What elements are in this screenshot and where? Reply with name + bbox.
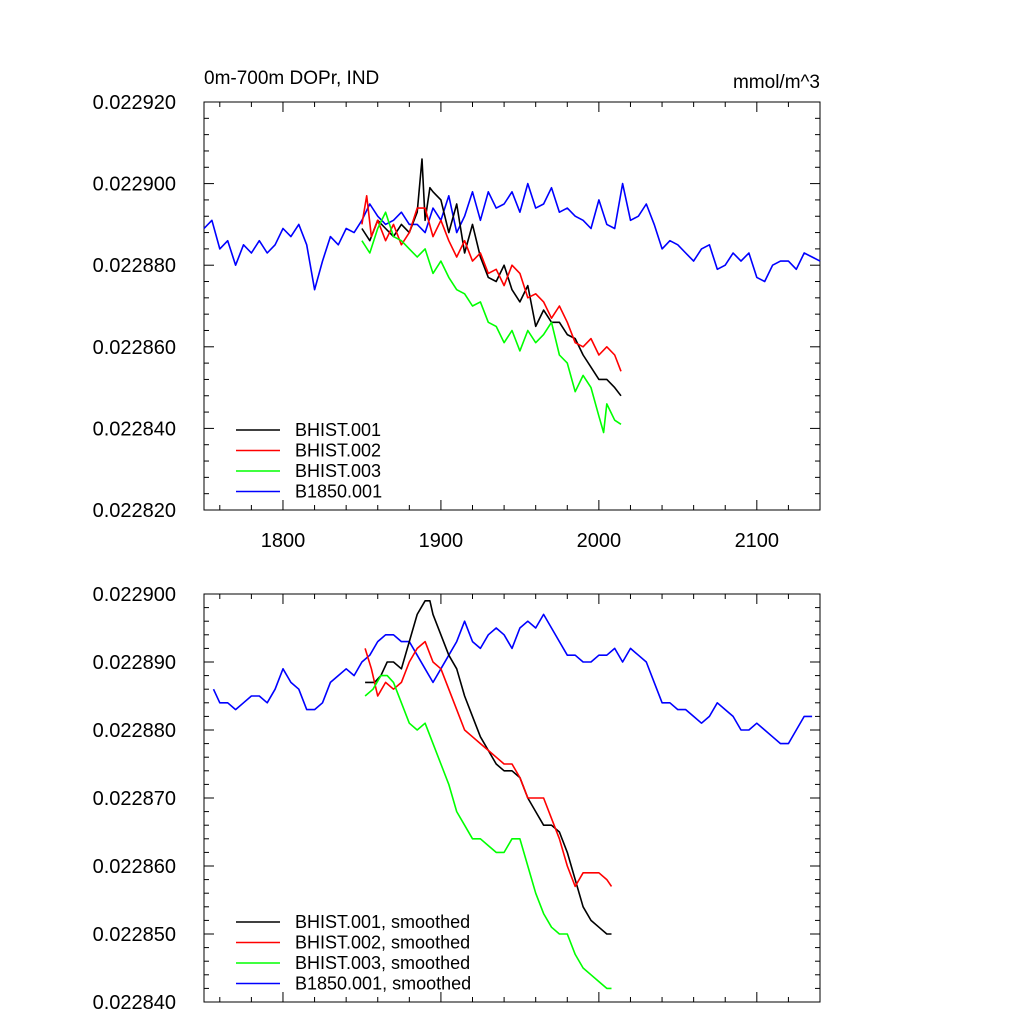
- bottom-legend-label: BHIST.001, smoothed: [295, 912, 470, 932]
- bottom-ytick-label: 0.022890: [93, 652, 176, 674]
- top-chart-units: mmol/m^3: [733, 72, 820, 93]
- top-ytick-label: 0.022840: [93, 418, 176, 440]
- top-ticks: 1800 1900 2000 2100 0.022820 0.022840 0.022860…: [93, 92, 821, 552]
- top-legend-label: B1850.001: [295, 482, 382, 502]
- bottom-ytick-label: 0.022860: [93, 856, 176, 878]
- bottom-ytick-label: 0.022840: [93, 992, 176, 1014]
- top-ytick-label: 0.022820: [93, 500, 176, 522]
- top-ytick-label: 0.022920: [93, 92, 176, 114]
- bottom-ytick-label: 0.022870: [93, 788, 176, 810]
- bottom-series-line-3: [212, 613, 813, 745]
- bottom-ytick-label: 0.022900: [93, 584, 176, 606]
- top-xtick-label: 1900: [419, 530, 464, 552]
- top-chart-title: 0m-700m DOPr, IND: [204, 68, 379, 89]
- top-xtick-label: 2000: [577, 530, 622, 552]
- top-xtick-label: 1800: [261, 530, 306, 552]
- top-series-line-3: [203, 182, 821, 291]
- top-ytick-label: 0.022900: [93, 174, 176, 196]
- bottom-ytick-label: 0.022850: [93, 924, 176, 946]
- top-series-line-2: [361, 211, 622, 434]
- top-ytick-label: 0.022880: [93, 255, 176, 277]
- top-xtick-label: 2100: [735, 530, 780, 552]
- bottom-series: [212, 599, 813, 990]
- bottom-legend-label: B1850.001, smoothed: [295, 974, 471, 994]
- bottom-panel: 0.022840 0.022850 0.022860 0.022870 0.022880…: [93, 584, 821, 1014]
- bottom-ytick-label: 0.022880: [93, 720, 176, 742]
- bottom-series-line-1: [364, 640, 613, 888]
- top-legend-label: BHIST.003: [295, 461, 381, 481]
- bottom-series-line-2: [364, 674, 612, 990]
- top-legend-label: BHIST.001: [295, 420, 381, 440]
- top-ytick-label: 0.022860: [93, 337, 176, 359]
- top-legend-label: BHIST.002: [295, 441, 381, 461]
- bottom-legend-label: BHIST.002, smoothed: [295, 933, 470, 953]
- top-series-line-1: [361, 195, 622, 372]
- bottom-series-line-0: [365, 599, 612, 935]
- bottom-ticks: 0.022840 0.022850 0.022860 0.022870 0.022880…: [93, 584, 821, 1014]
- top-series-line-0: [361, 158, 622, 397]
- top-panel: 0m-700m DOPr, IND mmol/m^3 1800 1900 2000 2…: [93, 68, 821, 552]
- bottom-legend-label: BHIST.003, smoothed: [295, 953, 470, 973]
- top-plot-frame: [203, 101, 821, 511]
- top-series: [203, 158, 821, 434]
